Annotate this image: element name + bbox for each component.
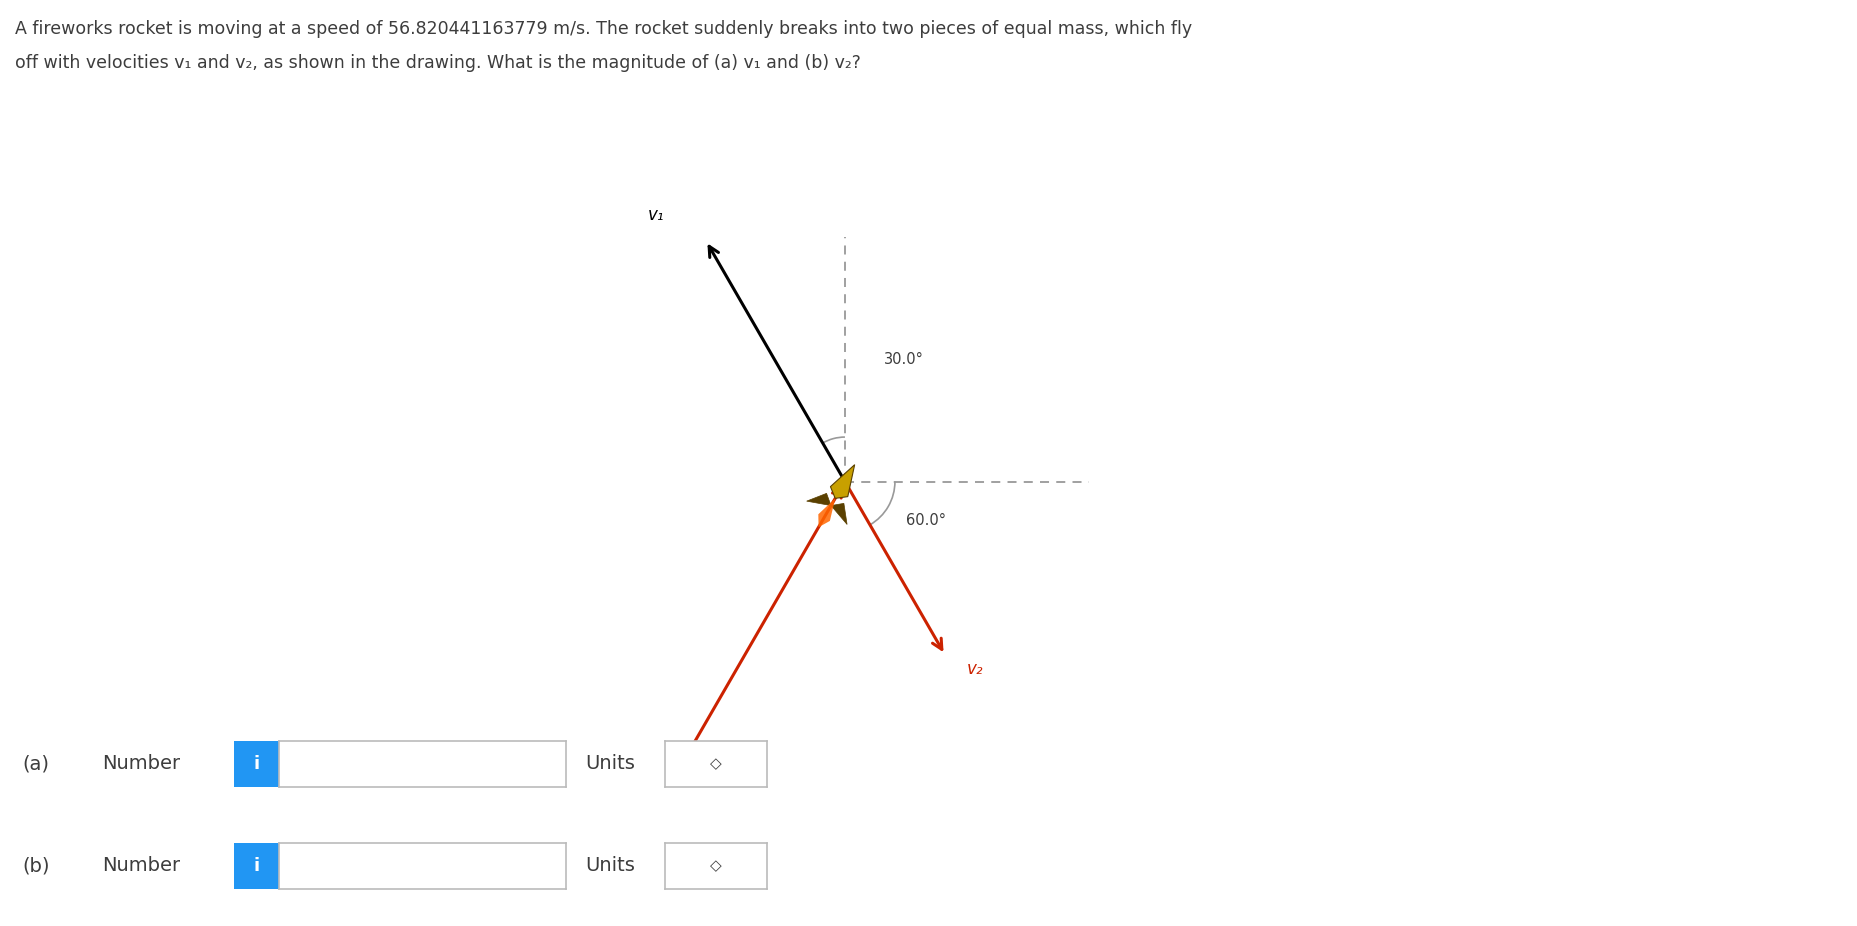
Text: ◇: ◇	[709, 757, 722, 771]
Text: ◇: ◇	[709, 858, 722, 873]
Text: v₂: v₂	[967, 660, 984, 678]
Polygon shape	[832, 504, 847, 524]
Text: (b): (b)	[22, 857, 50, 875]
Text: 60.0°: 60.0°	[906, 513, 945, 528]
Polygon shape	[819, 498, 836, 527]
Text: Number: Number	[102, 857, 180, 875]
Text: (a): (a)	[22, 755, 50, 773]
Text: off with velocities v₁ and v₂, as shown in the drawing. What is the magnitude of: off with velocities v₁ and v₂, as shown …	[15, 54, 862, 71]
Text: Number: Number	[102, 755, 180, 773]
Text: i: i	[253, 755, 260, 773]
Polygon shape	[830, 465, 854, 498]
Text: v₁: v₁	[648, 206, 665, 224]
Text: Units: Units	[585, 857, 635, 875]
Text: i: i	[253, 857, 260, 875]
Text: A fireworks rocket is moving at a speed of 56.820441163779 m/s. The rocket sudde: A fireworks rocket is moving at a speed …	[15, 20, 1192, 38]
Polygon shape	[806, 494, 832, 506]
Text: Units: Units	[585, 755, 635, 773]
Text: 30.0°: 30.0°	[884, 352, 923, 367]
